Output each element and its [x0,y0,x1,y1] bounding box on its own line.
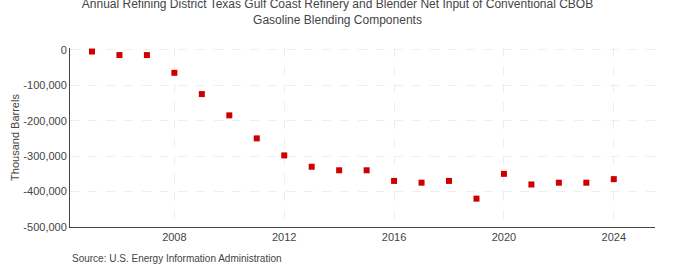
svg-text:2012: 2012 [272,231,296,243]
svg-text:-200,000: -200,000 [23,115,66,127]
svg-text:Annual Refining District Texas: Annual Refining District Texas Gulf Coas… [82,0,593,27]
svg-text:2008: 2008 [162,231,186,243]
svg-text:2020: 2020 [492,231,516,243]
svg-text:2016: 2016 [382,231,406,243]
svg-text:-100,000: -100,000 [23,79,66,91]
svg-text:-400,000: -400,000 [23,185,66,197]
svg-text:0: 0 [61,44,67,56]
svg-text:-500,000: -500,000 [23,221,66,233]
svg-text:2024: 2024 [602,231,626,243]
svg-text:Thousand Barrels: Thousand Barrels [9,94,21,181]
svg-text:-300,000: -300,000 [23,150,66,162]
svg-text:Source: U.S. Energy Informatio: Source: U.S. Energy Information Administ… [72,253,282,264]
